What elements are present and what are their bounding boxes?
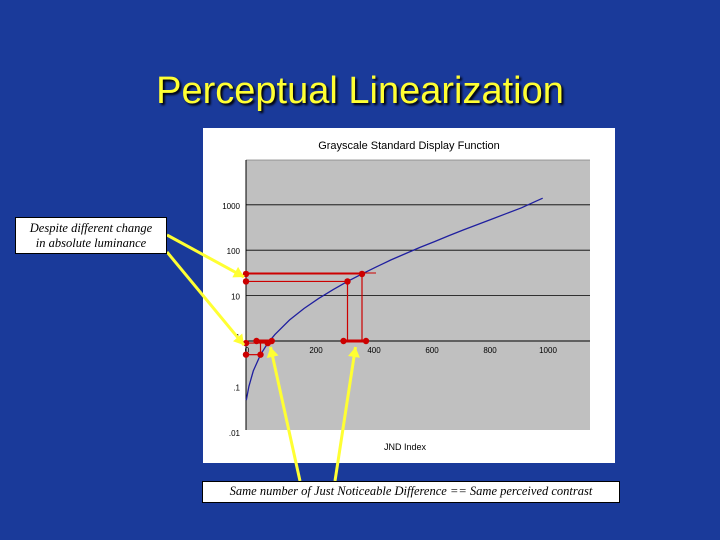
luminance-callout-line-2: in absolute luminance (35, 236, 147, 250)
luminance-callout: Despite different change in absolute lum… (15, 217, 167, 254)
high-pair-marker (242, 278, 250, 285)
y-tick-label: .1 (233, 383, 240, 392)
x-tick-label: 600 (425, 346, 439, 355)
y-tick-label: 10 (231, 293, 240, 302)
jnd-arrow-low-head (266, 347, 279, 359)
high-pair-marker (340, 337, 347, 345)
y-tick-label: 1000 (222, 202, 240, 211)
x-tick-label: 400 (367, 346, 381, 355)
low-pair-marker (253, 337, 260, 345)
x-tick-label: 200 (309, 346, 323, 355)
low-pair-marker (257, 351, 264, 358)
low-pair-marker (242, 351, 250, 358)
high-pair-marker (358, 270, 366, 278)
luminance-callout-line-1: Despite different change (29, 221, 153, 235)
x-tick-label: 800 (483, 346, 497, 355)
chart-title: Grayscale Standard Display Function (318, 140, 500, 152)
jnd-arrow-high-head (348, 347, 360, 358)
x-axis-label: JND Index (384, 442, 427, 452)
high-pair-marker (344, 278, 351, 285)
slide-title: Perceptual Linearization (156, 70, 564, 112)
luminance-arrow-upper (166, 233, 245, 279)
x-tick-label: 0 (245, 346, 250, 355)
jnd-arrow-high (333, 346, 357, 482)
jnd-callout: Same number of Just Noticeable Differenc… (202, 481, 620, 503)
high-pair-marker (362, 337, 370, 345)
y-tick-label: .01 (229, 429, 241, 438)
y-tick-label: 100 (227, 247, 241, 256)
luminance-arrow-lower-head (233, 333, 244, 346)
low-pair-marker (268, 337, 275, 345)
jnd-arrow-low (269, 346, 302, 482)
luminance-arrow-upper-head (232, 266, 244, 278)
luminance-arrow-lower (165, 251, 246, 347)
x-tick-label: 1000 (539, 346, 557, 355)
